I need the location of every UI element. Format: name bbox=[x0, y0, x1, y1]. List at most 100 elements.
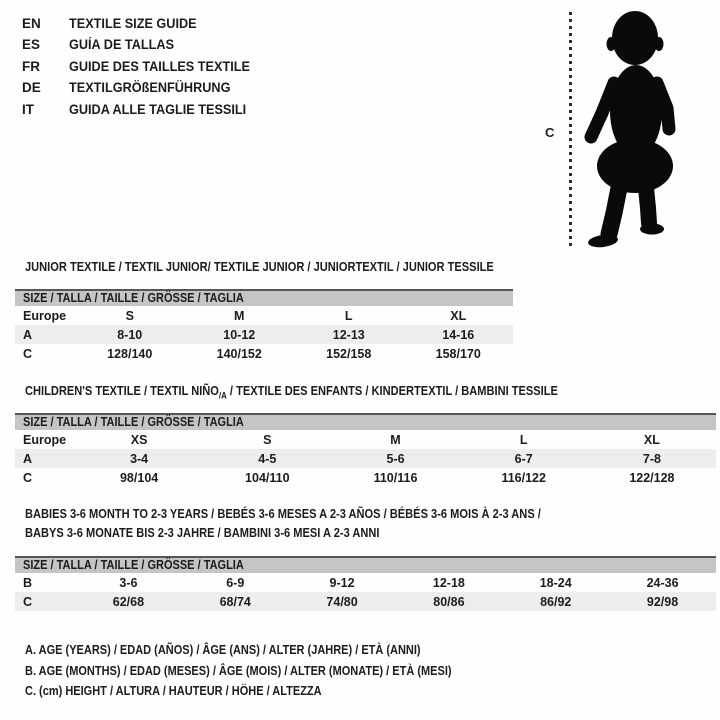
language-code: FR bbox=[22, 58, 40, 74]
table-cell: M bbox=[390, 432, 401, 447]
table-cell: 12-13 bbox=[332, 327, 365, 342]
footnote-text: C. (cm) HEIGHT / ALTURA / HAUTEUR / HÖHE… bbox=[25, 684, 322, 699]
table-cell: 18-24 bbox=[539, 575, 572, 590]
row-label: A bbox=[23, 451, 33, 466]
row-label: C bbox=[23, 470, 33, 485]
table-cell: 7-8 bbox=[642, 451, 661, 466]
table-cell: 110/116 bbox=[373, 470, 418, 485]
language-code: EN bbox=[22, 16, 41, 31]
language-label: GUIDE DES TAILLES TEXTILE bbox=[69, 58, 250, 74]
table-cell: 24-36 bbox=[646, 575, 679, 590]
table-cell: 14-16 bbox=[442, 327, 475, 342]
table-cell: 158/170 bbox=[435, 346, 481, 361]
footnote-line: C. (cm) HEIGHT / ALTURA / HAUTEUR / HÖHE… bbox=[25, 681, 510, 702]
section-title: JUNIOR TEXTILE / TEXTIL JUNIOR/ TEXTILE … bbox=[25, 258, 558, 277]
language-row: DE TEXTILGRÖßENFÜHRUNG bbox=[22, 77, 262, 98]
table-cell: XS bbox=[130, 432, 148, 447]
size-header-bar: SIZE / TALLA / TAILLE / GRÖSSE / TAGLIA bbox=[15, 556, 716, 573]
language-row: FR GUIDE DES TAILLES TEXTILE bbox=[22, 56, 262, 77]
table-cell: L bbox=[519, 432, 528, 447]
size-header-text: SIZE / TALLA / TAILLE / GRÖSSE / TAGLIA bbox=[23, 415, 244, 429]
footnote-line: B. AGE (MONTHS) / EDAD (MESES) / ÂGE (MO… bbox=[25, 661, 510, 682]
row-label: B bbox=[23, 575, 33, 590]
title-segment: BABYS 3-6 MONATE BIS 2-3 JAHRE / BAMBINI… bbox=[25, 526, 380, 540]
size-header-text: SIZE / TALLA / TAILLE / GRÖSSE / TAGLIA bbox=[23, 291, 244, 305]
table-cell: 104/110 bbox=[245, 470, 290, 485]
table-cell: 8-10 bbox=[117, 327, 143, 342]
footnote-text: B. AGE (MONTHS) / EDAD (MESES) / ÂGE (MO… bbox=[25, 663, 452, 678]
table-cell: M bbox=[234, 308, 245, 323]
table-cell: 6-9 bbox=[226, 575, 245, 590]
language-label: GUÍA DE TALLAS bbox=[69, 37, 175, 53]
table-cell: XL bbox=[450, 308, 467, 323]
table-cell: 12-18 bbox=[432, 575, 465, 590]
table-cell: 5-6 bbox=[386, 451, 405, 466]
title-segment: JUNIOR TEXTILE / TEXTIL JUNIOR/ TEXTILE … bbox=[25, 260, 494, 274]
section-title: CHILDREN'S TEXTILE / TEXTIL NIÑO/A / TEX… bbox=[25, 382, 631, 406]
table-row: C 128/140 140/152 152/158 158/170 bbox=[15, 344, 513, 363]
table-row: C 98/104 104/110 110/116 116/122 122/128 bbox=[15, 468, 716, 487]
table-row: Europe S M L XL bbox=[15, 306, 513, 325]
row-label: C bbox=[23, 594, 33, 609]
language-row: IT GUIDA ALLE TAGLIE TESSILI bbox=[22, 99, 262, 120]
table-cell: S bbox=[125, 308, 134, 323]
language-code: ES bbox=[22, 37, 41, 53]
table-cell: 10-12 bbox=[223, 327, 256, 342]
table-cell: 6-7 bbox=[514, 451, 533, 466]
row-label: C bbox=[23, 346, 33, 361]
language-label: TEXTILGRÖßENFÜHRUNG bbox=[69, 80, 231, 96]
size-header-bar: SIZE / TALLA / TAILLE / GRÖSSE / TAGLIA bbox=[15, 289, 513, 306]
title-text: CHILDREN'S TEXTILE / TEXTIL NIÑO/A / TEX… bbox=[25, 382, 558, 406]
table-row: Europe XS S M L XL bbox=[15, 430, 716, 449]
table-cell: 3-6 bbox=[119, 575, 138, 590]
size-header-text: SIZE / TALLA / TAILLE / GRÖSSE / TAGLIA bbox=[23, 558, 244, 572]
row-label: Europe bbox=[23, 432, 67, 447]
row-label: A bbox=[23, 327, 33, 342]
title-line: BABYS 3-6 MONATE BIS 2-3 JAHRE / BAMBINI… bbox=[25, 524, 611, 543]
size-table: SIZE / TALLA / TAILLE / GRÖSSE / TAGLIA B… bbox=[15, 556, 716, 611]
table-cell: 3-4 bbox=[130, 451, 149, 466]
table-cell: 98/104 bbox=[119, 470, 159, 485]
footnotes: A. AGE (YEARS) / EDAD (AÑOS) / ÂGE (ANS)… bbox=[25, 640, 510, 702]
table-cell: 80/86 bbox=[433, 594, 465, 609]
table-cell: 74/80 bbox=[326, 594, 358, 609]
size-table: SIZE / TALLA / TAILLE / GRÖSSE / TAGLIA E… bbox=[15, 413, 716, 487]
title-text: JUNIOR TEXTILE / TEXTIL JUNIOR/ TEXTILE … bbox=[25, 258, 494, 277]
footnote-text: A. AGE (YEARS) / EDAD (AÑOS) / ÂGE (ANS)… bbox=[25, 643, 421, 657]
table-cell: 128/140 bbox=[107, 346, 153, 361]
row-label: Europe bbox=[23, 308, 67, 323]
title-text: BABIES 3-6 MONTH TO 2-3 YEARS / BEBÉS 3-… bbox=[25, 505, 541, 524]
table-cell: 86/92 bbox=[540, 594, 572, 609]
table-cell: 140/152 bbox=[216, 346, 262, 361]
height-measure-line bbox=[569, 12, 572, 250]
language-row: EN TEXTILE SIZE GUIDE bbox=[22, 13, 262, 34]
language-label: TEXTILE SIZE GUIDE bbox=[69, 16, 197, 31]
height-measure-label: C bbox=[545, 125, 555, 140]
table-cell: 152/158 bbox=[326, 346, 372, 361]
table-cell: 92/98 bbox=[646, 594, 679, 609]
table-row: A 3-4 4-5 5-6 6-7 7-8 bbox=[15, 449, 716, 468]
language-row: ES GUÍA DE TALLAS bbox=[22, 34, 262, 55]
table-cell: 122/128 bbox=[629, 470, 675, 485]
size-table: SIZE / TALLA / TAILLE / GRÖSSE / TAGLIA E… bbox=[15, 289, 513, 363]
title-segment: BABIES 3-6 MONTH TO 2-3 YEARS / BEBÉS 3-… bbox=[25, 507, 541, 521]
table-cell: 68/74 bbox=[219, 594, 251, 609]
footnote-line: A. AGE (YEARS) / EDAD (AÑOS) / ÂGE (ANS)… bbox=[25, 640, 510, 661]
table-row: B 3-6 6-9 9-12 12-18 18-24 24-36 bbox=[15, 573, 716, 592]
size-header-bar: SIZE / TALLA / TAILLE / GRÖSSE / TAGLIA bbox=[15, 413, 716, 430]
title-line: CHILDREN'S TEXTILE / TEXTIL NIÑO/A / TEX… bbox=[25, 382, 631, 406]
title-line: JUNIOR TEXTILE / TEXTIL JUNIOR/ TEXTILE … bbox=[25, 258, 558, 277]
title-segment: /A bbox=[218, 390, 227, 401]
title-text: BABYS 3-6 MONATE BIS 2-3 JAHRE / BAMBINI… bbox=[25, 524, 379, 543]
language-label: GUIDA ALLE TAGLIE TESSILI bbox=[69, 101, 247, 117]
table-cell: S bbox=[263, 432, 272, 447]
language-code: DE bbox=[22, 80, 41, 96]
table-row: A 8-10 10-12 12-13 14-16 bbox=[15, 325, 513, 344]
table-cell: L bbox=[344, 308, 353, 323]
table-cell: XL bbox=[643, 432, 660, 447]
table-cell: 62/68 bbox=[112, 594, 145, 609]
table-cell: 4-5 bbox=[258, 451, 277, 466]
table-cell: 116/122 bbox=[501, 470, 546, 485]
language-title-list: EN TEXTILE SIZE GUIDE ES GUÍA DE TALLAS FR GU… bbox=[22, 13, 262, 120]
